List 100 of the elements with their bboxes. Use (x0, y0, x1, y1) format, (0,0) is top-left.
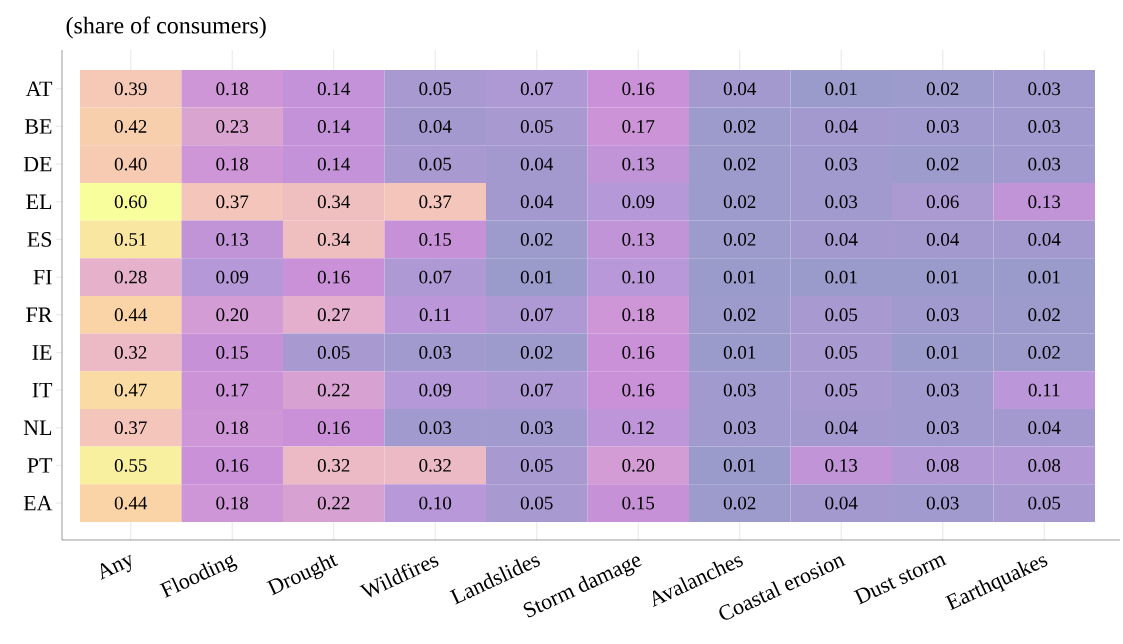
data-label: 0.04 (419, 120, 452, 133)
data-label: 0.10 (622, 270, 655, 284)
data-label: 0.37 (114, 421, 147, 435)
data-label: 0.40 (114, 157, 147, 171)
data-label: 0.02 (723, 195, 756, 209)
data-label: 0.06 (926, 195, 959, 209)
data-label: 0.16 (317, 421, 350, 435)
data-label: 0.14 (317, 82, 351, 96)
data-label: 0.05 (825, 308, 858, 322)
data-label: 0.16 (622, 383, 655, 397)
data-label: 0.07 (520, 82, 553, 96)
data-label: 0.13 (825, 458, 858, 472)
data-label: 0.16 (216, 458, 249, 472)
data-label: 0.02 (723, 496, 756, 510)
data-label: 0.42 (114, 120, 147, 133)
data-label: 0.05 (825, 345, 858, 359)
data-label: 0.15 (216, 345, 249, 359)
data-label: 0.04 (520, 157, 554, 171)
data-label: 0.02 (926, 82, 959, 96)
data-label: 0.03 (520, 421, 553, 435)
data-label: 0.09 (622, 195, 655, 209)
data-label: 0.01 (1028, 270, 1060, 284)
data-label: 0.16 (622, 345, 655, 359)
data-label: 0.05 (1028, 496, 1061, 510)
y-tick-label: PT (27, 458, 53, 473)
data-label: 0.05 (520, 458, 553, 472)
data-label: 0.32 (114, 345, 147, 359)
data-label: 0.44 (114, 496, 148, 510)
data-label: 0.17 (622, 120, 655, 133)
data-label: 0.15 (622, 496, 655, 510)
data-label: 0.15 (419, 232, 452, 246)
data-label: 0.03 (1028, 157, 1061, 171)
data-label: 0.04 (1028, 232, 1061, 246)
data-label: 0.01 (723, 458, 756, 472)
data-label: 0.02 (520, 345, 553, 359)
data-label: 0.13 (622, 232, 655, 246)
data-label: 0.34 (317, 232, 351, 246)
data-label: 0.32 (419, 458, 451, 472)
data-label: 0.05 (419, 82, 452, 96)
data-label: 0.01 (520, 270, 553, 284)
data-label: 0.05 (520, 496, 553, 510)
data-label: 0.10 (419, 496, 452, 510)
chart-title: (share of consumers) (66, 16, 266, 39)
data-label: 0.18 (216, 157, 249, 171)
data-label: 0.08 (1028, 458, 1061, 472)
x-tick-label: Dust storm (853, 555, 947, 605)
y-tick-label: IE (32, 345, 52, 360)
data-label: 0.17 (216, 383, 249, 397)
data-label: 0.01 (723, 270, 756, 284)
y-tick-label: BE (24, 119, 52, 134)
data-label: 0.44 (114, 308, 148, 322)
data-label: 0.18 (216, 496, 249, 510)
data-label: 0.20 (216, 308, 249, 322)
data-label: 0.04 (825, 421, 858, 435)
data-label: 0.02 (520, 232, 553, 246)
data-label: 0.04 (825, 232, 858, 246)
data-label: 0.01 (825, 82, 857, 96)
y-tick-label: FI (33, 269, 52, 285)
data-label: 0.02 (723, 157, 756, 171)
data-label: 0.09 (216, 270, 249, 284)
data-label: 0.18 (216, 421, 249, 435)
data-label: 0.07 (419, 270, 452, 284)
data-label: 0.20 (622, 458, 655, 472)
data-label: 0.04 (825, 120, 858, 133)
data-label: 0.47 (114, 383, 147, 397)
data-label: 0.13 (216, 232, 249, 246)
data-label: 0.09 (419, 383, 452, 397)
data-label: 0.13 (622, 157, 655, 171)
data-label: 0.03 (926, 421, 959, 435)
data-label: 0.03 (926, 496, 959, 510)
data-label: 0.04 (926, 232, 960, 246)
data-label: 0.05 (317, 345, 350, 359)
data-label: 0.13 (1028, 195, 1061, 209)
data-label: 0.02 (1028, 308, 1060, 322)
data-label: 0.16 (317, 270, 350, 284)
data-label: 0.16 (622, 82, 655, 96)
data-label: 0.28 (114, 270, 147, 284)
data-label: 0.02 (723, 308, 756, 322)
data-label: 0.03 (723, 421, 756, 435)
y-tick-label: AT (25, 81, 53, 97)
data-label: 0.37 (419, 195, 452, 209)
data-label: 0.05 (419, 157, 452, 171)
data-label: 0.14 (317, 157, 351, 171)
data-label: 0.04 (825, 496, 858, 510)
data-label: 0.07 (520, 308, 553, 322)
data-label: 0.03 (926, 308, 959, 322)
data-label: 0.03 (723, 383, 756, 397)
x-tick-label: Any (100, 554, 132, 580)
data-label: 0.01 (926, 345, 959, 359)
data-label: 0.18 (622, 308, 655, 322)
data-label: 0.51 (114, 232, 147, 246)
data-label: 0.03 (825, 157, 858, 171)
data-label: 0.11 (419, 308, 451, 322)
data-label: 0.03 (419, 421, 452, 435)
data-label: 0.04 (1028, 421, 1061, 435)
y-tick-label: FR (26, 307, 53, 322)
data-label: 0.23 (216, 120, 249, 133)
data-label: 0.60 (114, 195, 147, 209)
data-label: 0.01 (825, 270, 857, 284)
data-label: 0.04 (520, 195, 554, 209)
